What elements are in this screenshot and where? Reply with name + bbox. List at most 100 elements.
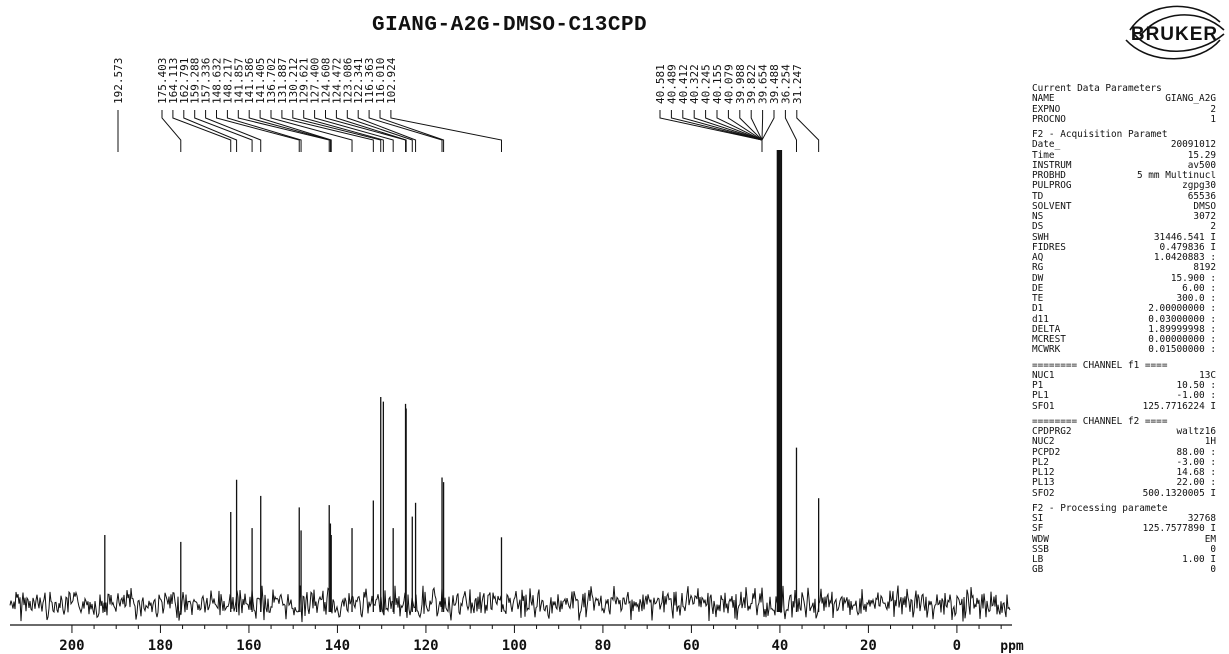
param-value: 88.00 : (1176, 447, 1216, 458)
peak-label-aliphatic: 40.489 (665, 64, 678, 104)
param-key: PROBHD (1032, 170, 1066, 181)
peak-label-connector (335, 110, 407, 152)
param-key: WDW (1032, 533, 1049, 545)
peak-label-connector (281, 110, 374, 152)
param-key: SF (1032, 523, 1044, 535)
x-tick-label: 60 (683, 638, 700, 654)
peak-label-aliphatic: 40.412 (677, 64, 690, 104)
x-axis: 200 180 160 140 120 100 80 60 40 20 0 ppm (10, 624, 1024, 654)
param-key: SSB (1032, 543, 1049, 555)
param-key: PULPROG (1032, 180, 1072, 192)
param-key: Date_ (1032, 139, 1061, 151)
param-row-acquisition: TE 300.0 : (1032, 293, 1229, 304)
peak-label-aromatic: 164.113 (167, 58, 180, 104)
peak-label-connector (172, 110, 232, 152)
peak-label-connector (270, 110, 353, 152)
param-row-channel-f2: PL2 -3.00 : (1032, 456, 1229, 468)
param-key: Time (1032, 149, 1055, 161)
peak-label-connector (237, 110, 330, 152)
peak-label-aromatic: 123.086 (341, 58, 354, 104)
peak-label-connector (390, 110, 502, 152)
peak-label-connectors (117, 110, 820, 152)
x-tick-label: 80 (594, 638, 611, 654)
param-row-channel-f1: NUC1 13C (1032, 369, 1229, 381)
param-key: TD (1032, 190, 1044, 202)
peak-label-connector (784, 110, 797, 152)
param-row-acquisition: DE 6.00 : (1032, 282, 1229, 294)
param-row-acquisition: DELTA 1.89999998 : (1032, 324, 1229, 335)
param-value: 2.00000000 : (1148, 304, 1216, 315)
x-tick-label: 40 (771, 638, 788, 654)
param-row-channel-f2: PCPD2 88.00 : (1032, 447, 1229, 458)
param-value: DMSO (1193, 201, 1216, 212)
param-row-processing: SF 125.7577890 I (1032, 523, 1229, 535)
baseline-noise-trace (9, 585, 1011, 623)
peak-label-connector (659, 110, 763, 152)
param-row-acquisition: DS 2 (1032, 221, 1229, 232)
param-key: SFO2 (1032, 487, 1055, 499)
param-value: 1.0420883 : (1153, 253, 1216, 263)
peak-label-connector (248, 110, 331, 152)
param-value: 125.7577890 I (1142, 524, 1216, 535)
param-key: PROCNO (1032, 113, 1066, 125)
param-key: SOLVENT (1032, 200, 1072, 212)
peak-label-connector (379, 110, 445, 152)
param-value: 5 mm Multinucl (1136, 171, 1216, 181)
chart-title: GIANG-A2G-DMSO-C13CPD (372, 14, 648, 37)
peak-label-aromatic: 157.336 (200, 58, 213, 104)
param-value: EM (1204, 534, 1216, 545)
param-key: PL2 (1032, 456, 1049, 468)
param-row-acquisition: DW 15.900 : (1032, 273, 1229, 284)
peak-label-aromatic: 148.632 (211, 58, 224, 104)
peak-label-connector (796, 110, 820, 152)
peak-label-aromatic: 136.702 (265, 58, 278, 104)
param-value: 125.7716224 I (1142, 401, 1216, 412)
baseline-noise (9, 585, 1011, 623)
peak-label-aliphatic: 36.254 (779, 64, 792, 104)
param-key: DE (1032, 282, 1044, 294)
params-ch2-header: ======== CHANNEL f2 ==== (1032, 415, 1168, 427)
param-key: INSTRUM (1032, 159, 1072, 171)
params-ch1-list: NUC1 13C P1 10.50 : PL1 -1.00 : SFO1 125.771622… (1032, 369, 1229, 412)
param-row-current: EXPNO 2 (1032, 103, 1229, 115)
params-current-list: NAME GIANG_A2G EXPNO 2 PROCNO 1 (1032, 93, 1229, 125)
peak-label-aromatic: 141.586 (243, 58, 256, 104)
param-value: 32768 (1187, 514, 1216, 524)
param-row-acquisition: Time 15.29 (1032, 149, 1229, 161)
peak-label-aromatic: 122.341 (352, 58, 365, 104)
param-value: 15.29 (1187, 150, 1216, 161)
param-key: SI (1032, 513, 1044, 524)
x-tick-label: 200 (59, 638, 84, 654)
peak-label-connector (183, 110, 238, 152)
param-row-acquisition: PULPROG zgpg30 (1032, 180, 1229, 192)
peak-label-aliphatic: 40.079 (722, 64, 735, 104)
peak-label-aromatic: 116.010 (374, 58, 387, 104)
peak-label-aliphatic: 39.988 (734, 64, 747, 104)
param-key: RG (1032, 262, 1044, 274)
param-row-channel-f1: PL1 -1.00 : (1032, 390, 1229, 401)
param-value: 14.68 : (1176, 468, 1216, 478)
peak-label-aliphatic: 40.155 (711, 64, 724, 104)
peak-series (104, 150, 820, 612)
peak-label-aromatic: 148.217 (221, 58, 234, 104)
param-key: EXPNO (1032, 103, 1061, 115)
x-tick-label: 120 (413, 638, 438, 654)
param-row-acquisition: NS 3072 (1032, 211, 1229, 222)
params-ch2-list: CPDPRG2 waltz16 NUC2 1H PCPD2 88.00 : PL2 -3.00… (1032, 426, 1229, 499)
x-tick-label: 20 (860, 638, 877, 654)
param-row-acquisition: SOLVENT DMSO (1032, 200, 1229, 212)
x-tick-label: 0 (953, 638, 961, 654)
peak-label-connector (161, 110, 182, 152)
param-key: NUC1 (1032, 369, 1055, 381)
logo-text: BRUKER (1130, 24, 1219, 45)
peak-label-connector (216, 110, 300, 152)
param-key: NS (1032, 211, 1044, 222)
logo-swoosh-lower (1125, 33, 1225, 60)
x-axis-label: ppm (1000, 639, 1024, 654)
peak-label-aromatic: 127.400 (309, 58, 322, 104)
param-value: 10.50 : (1176, 381, 1216, 391)
param-row-acquisition: RG 8192 (1032, 262, 1229, 274)
param-row-acquisition: d11 0.03000000 : (1032, 314, 1229, 325)
peak-label-aliphatic: 39.654 (757, 64, 770, 104)
peak-label-aliphatic: 39.822 (745, 64, 758, 104)
